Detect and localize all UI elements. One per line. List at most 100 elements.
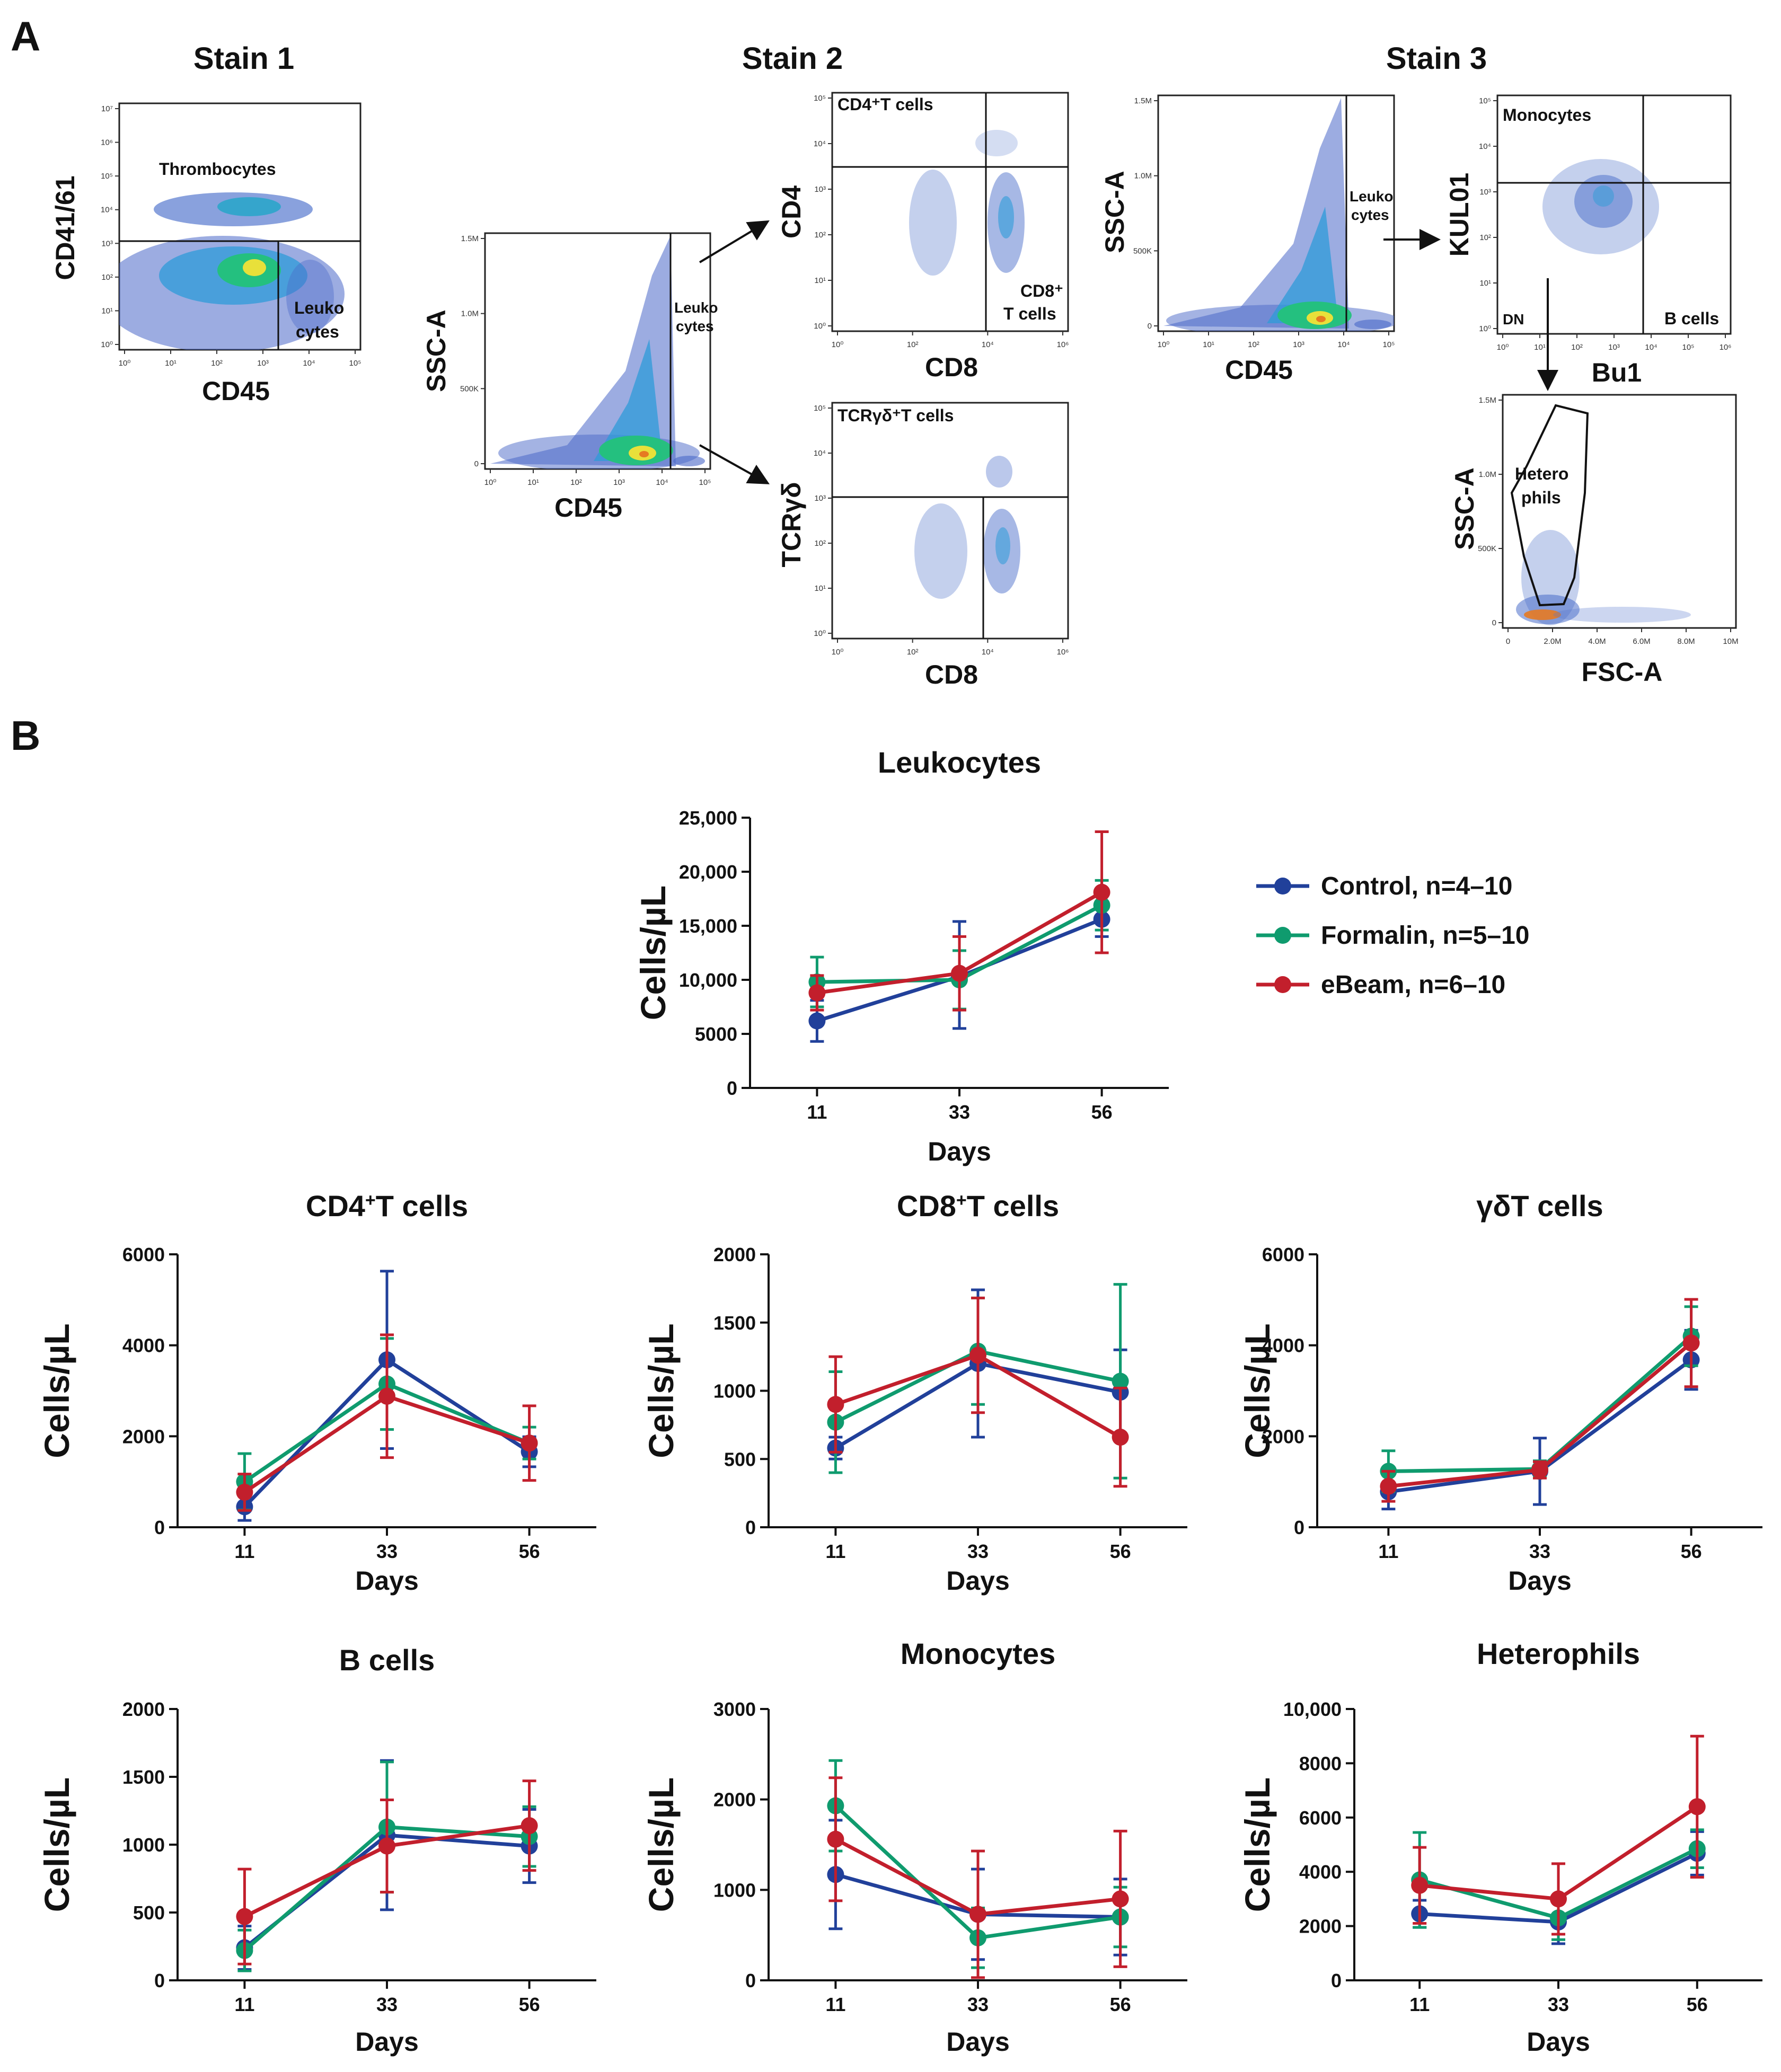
gd-ytick-label: 0	[1294, 1517, 1304, 1538]
flow-plot-stain2-cd4: CD4⁺T cells CD8⁺ T cells CD4 CD8 10⁰ 10² 1…	[777, 92, 1069, 382]
flow-p2-xtick-label: 10¹	[527, 478, 539, 487]
cd4-ytick-label: 4000	[122, 1335, 165, 1357]
cd4-ylabel: Cells/µL	[37, 1323, 76, 1458]
mono-ebeam-point	[1112, 1890, 1129, 1908]
flow-density-3	[909, 130, 1025, 276]
flow-p4-ytick-label: 10⁰	[814, 629, 826, 638]
cd4-xtick-label: 11	[234, 1540, 254, 1562]
flow3-ylabel: CD4	[777, 185, 806, 238]
leuko-ytick-label: 15,000	[679, 915, 737, 937]
leuko-control-point	[808, 1012, 826, 1030]
flow-p2-xtick-label: 10⁴	[656, 478, 668, 487]
cd8-ebeam-point	[1112, 1429, 1129, 1446]
leuko-title: Leukocytes	[878, 746, 1041, 779]
cd8-formalin-point	[1112, 1373, 1129, 1390]
flow-plot-heterophils: Hetero phils SSC-A FSC-A 0 2.0M 4.0M 6.0M 8.…	[1450, 394, 1739, 687]
flow1-ylabel: CD41/61	[50, 175, 80, 280]
cd4-xtick-label: 33	[376, 1540, 398, 1562]
legend: Control, n=4–10 Formalin, n=5–10 eBeam, …	[1256, 872, 1530, 999]
legend-label-control: Control, n=4–10	[1321, 872, 1512, 900]
gd-ebeam-point	[1380, 1477, 1397, 1495]
bcells-xtick-label: 56	[519, 1994, 540, 2015]
hetero-ytick-label: 2000	[1299, 1916, 1342, 1937]
flow2-ylabel: SSC-A	[421, 309, 451, 392]
cd8-ebeam-point	[827, 1396, 844, 1413]
gate-leukocytes-2a: Leuko	[674, 299, 718, 316]
leuko-xtick-label: 11	[807, 1101, 827, 1123]
flow-p1-xtick-label: 10⁴	[303, 359, 315, 368]
gd-title: γδT cells	[1476, 1189, 1603, 1223]
chart-b-cells: 0 500 1000 1500 2000 11 33 56 B cells Days Cells/µ…	[37, 1643, 596, 2057]
flow-p1-xtick-label: 10³	[257, 359, 269, 368]
flow-p5-xtick-label: 10²	[1248, 340, 1259, 349]
flow-p3-xtick-label: 10⁶	[1057, 340, 1069, 349]
gd-ytick-label: 4000	[1262, 1335, 1304, 1357]
cd8-ytick-label: 1000	[713, 1380, 756, 1402]
mono-ytick-label: 2000	[713, 1789, 756, 1811]
flow-p5-xtick-label: 10⁵	[1383, 340, 1395, 349]
flow-p7-xtick-label: 4.0M	[1588, 637, 1606, 646]
bcells-ytick-label: 1000	[122, 1834, 165, 1856]
bcells-ytick-label: 2000	[122, 1698, 165, 1720]
flow5-ylabel: SSC-A	[1100, 171, 1130, 253]
gate-heterophils-a: Hetero	[1515, 464, 1568, 483]
flow-p7-xtick-label: 0	[1506, 637, 1510, 646]
bcells-ytick-label: 1500	[122, 1766, 165, 1788]
hetero-ytick-label: 8000	[1299, 1752, 1342, 1774]
flow-p1-ytick-label: 10⁶	[101, 138, 113, 147]
hetero-ebeam-point	[1688, 1798, 1706, 1816]
gate-cd8-t-a: CD8⁺	[1020, 281, 1063, 300]
flow-p4-xtick-label: 10⁴	[982, 648, 994, 657]
cd8-ylabel: Cells/µL	[641, 1323, 681, 1458]
legend-label-formalin: Formalin, n=5–10	[1321, 922, 1530, 950]
flow-p3-ytick-label: 10⁰	[814, 322, 826, 331]
cd4-ytick-label: 6000	[122, 1244, 165, 1265]
cd4-title: CD4+T cells	[306, 1189, 468, 1223]
cd4-ytick-label: 0	[154, 1517, 165, 1538]
gd-ylabel: Cells/µL	[1238, 1323, 1277, 1458]
legend-label-ebeam: eBeam, n=6–10	[1321, 971, 1505, 999]
flow-p3-ytick-label: 10⁵	[814, 94, 826, 103]
bcells-xtick-label: 33	[376, 1994, 398, 2015]
flow-p2-xtick-label: 10²	[570, 478, 582, 487]
bcells-xtick-label: 11	[234, 1994, 254, 2015]
flow-p1-xtick-label: 10⁵	[349, 359, 362, 368]
gate-leukocytes-5b: cytes	[1351, 207, 1389, 223]
hetero-xtick-label: 11	[1409, 1994, 1430, 2015]
cd4-ebeam-point	[236, 1483, 253, 1501]
bcells-ebeam-point	[236, 1908, 253, 1925]
gate-dn: DN	[1503, 311, 1524, 327]
heterophil-gate-polygon	[1510, 404, 1589, 607]
gd-xtick-label: 11	[1378, 1540, 1398, 1562]
flow-p1-ytick-label: 10⁷	[101, 104, 113, 113]
flow5-xlabel: CD45	[1225, 355, 1293, 385]
gd-ebeam-point	[1682, 1334, 1700, 1352]
flow-p4-xtick-label: 10⁰	[832, 648, 844, 657]
flow-p4-ytick-label: 10⁴	[814, 449, 826, 458]
mono-xtick-label: 56	[1110, 1994, 1131, 2015]
flow-p1-xtick-label: 10⁰	[119, 359, 131, 368]
mono-ebeam-point	[827, 1830, 844, 1848]
flow-p6-ytick-label: 10⁵	[1479, 96, 1491, 105]
chart-leukocytes: 0 5000 10,000 15,000 20,000 25,000 11 33 56 Leuko…	[633, 746, 1169, 1166]
flow-p3-ytick-label: 10³	[814, 185, 826, 194]
leuko-ytick-label: 10,000	[679, 969, 737, 991]
gate-leukocytes-1b: cytes	[296, 322, 339, 341]
legend-item-ebeam: eBeam, n=6–10	[1256, 971, 1505, 999]
flow6-ylabel: KUL01	[1444, 173, 1474, 256]
flow3-xlabel: CD8	[925, 352, 978, 382]
flow-p3-ytick-label: 10¹	[814, 276, 826, 285]
arrow-to-cd4	[699, 220, 770, 263]
hetero-ytick-label: 0	[1331, 1970, 1342, 1991]
hetero-ebeam-point	[1550, 1890, 1567, 1908]
leuko-xlabel: Days	[928, 1137, 991, 1166]
gate-leukocytes-1a: Leuko	[294, 298, 344, 317]
flow-p3-xtick-label: 10⁴	[982, 340, 994, 349]
hetero-ebeam-point	[1411, 1876, 1429, 1894]
cd8-title: CD8+T cells	[897, 1189, 1059, 1223]
flow-p7-xtick-label: 6.0M	[1633, 637, 1650, 646]
flow-p2-xtick-label: 10³	[613, 478, 625, 487]
gd-xlabel: Days	[1508, 1566, 1572, 1596]
flow-p6-xtick-label: 10⁵	[1682, 343, 1695, 352]
flow-p7-xtick-label: 8.0M	[1677, 637, 1695, 646]
